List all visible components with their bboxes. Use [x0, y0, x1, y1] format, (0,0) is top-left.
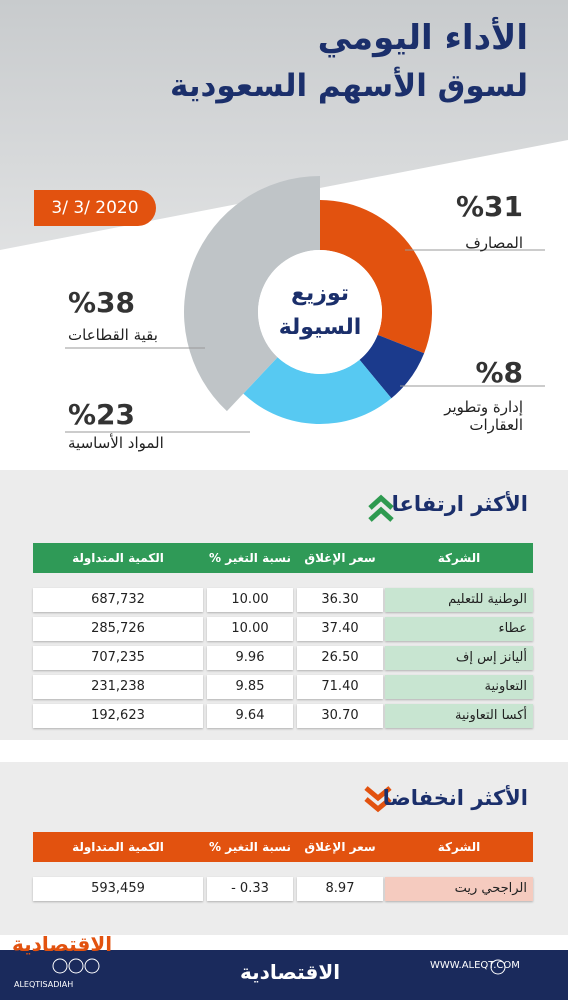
value-cell: 687,732 — [33, 588, 203, 612]
column-header: الكمية المتداولة — [72, 551, 164, 565]
footer-bar — [0, 950, 568, 1000]
value-cell: 30.70 — [297, 704, 383, 728]
donut-hole — [258, 250, 382, 374]
value-cell: 10.00 — [207, 588, 293, 612]
value-cell: 9.85 — [207, 675, 293, 699]
value-cell: 593,459 — [33, 877, 203, 901]
center-label: توزيع — [291, 281, 349, 306]
donut-slice — [359, 334, 425, 399]
value-cell: 26.50 — [297, 646, 383, 670]
value-cell: 8.97 — [297, 877, 383, 901]
down-icon — [364, 786, 392, 813]
web-icon — [490, 959, 506, 975]
logo: الاقتصادية — [12, 932, 113, 956]
value-cell: 36.30 — [297, 588, 383, 612]
value-label: %23 — [68, 398, 136, 431]
company-cell: الراجحي ريت — [385, 877, 533, 901]
social-icon — [68, 958, 84, 974]
value-label: %8 — [475, 356, 523, 389]
handle: ALEQTISADIAH — [14, 980, 74, 989]
donut-slice — [184, 176, 320, 412]
table-header — [33, 832, 533, 862]
table-header — [33, 543, 533, 573]
section-title: الأكثر ارتفاعا — [391, 492, 528, 516]
value-cell: 10.00 — [207, 617, 293, 641]
company-cell: أليانز إس إف — [385, 646, 533, 670]
value-cell: 231,238 — [33, 675, 203, 699]
company-cell: عطاء — [385, 617, 533, 641]
separator — [0, 935, 568, 950]
title: الأداء اليومي — [317, 18, 528, 58]
category-label: بقية القطاعات — [68, 326, 158, 344]
footer-logo: الاقتصادية — [240, 960, 341, 984]
column-header: نسبة التغير % — [209, 551, 291, 565]
section-title: الأكثر انخفاضا — [382, 786, 528, 810]
separator — [0, 740, 568, 762]
category-label: إدارة وتطوير العقارات — [444, 398, 523, 434]
donut-slice — [243, 357, 392, 425]
value-cell: 37.40 — [297, 617, 383, 641]
value-cell: 71.40 — [297, 675, 383, 699]
social-icon — [52, 958, 68, 974]
value-cell: 707,235 — [33, 646, 203, 670]
center-label: السيولة — [279, 315, 362, 340]
value-label: %38 — [68, 286, 136, 319]
column-header: الشركة — [437, 551, 481, 565]
date-badge: 3/ 3/ 2020 — [34, 190, 156, 226]
category-label: المصارف — [465, 234, 523, 252]
column-header: الشركة — [437, 840, 481, 854]
value-label: %31 — [455, 190, 523, 223]
value-cell: 9.64 — [207, 704, 293, 728]
column-header: سعر الإغلاق — [304, 551, 376, 565]
column-header: نسبة التغير % — [209, 840, 291, 854]
value-cell: - 0.33 — [207, 877, 293, 901]
donut-slice — [320, 200, 432, 354]
social-icon — [84, 958, 100, 974]
website: WWW.ALEQT.COM — [430, 960, 520, 971]
column-header: سعر الإغلاق — [304, 840, 376, 854]
value-cell: 9.96 — [207, 646, 293, 670]
company-cell: التعاونية — [385, 675, 533, 699]
subtitle: لسوق الأسهم السعودية — [170, 68, 528, 104]
value-cell: 285,726 — [33, 617, 203, 641]
up-icon — [368, 494, 394, 522]
company-cell: الوطنية للتعليم — [385, 588, 533, 612]
category-label: المواد الأساسية — [68, 434, 164, 452]
company-cell: أكسا التعاونية — [385, 704, 533, 728]
value-cell: 192,623 — [33, 704, 203, 728]
column-header: الكمية المتداولة — [72, 840, 164, 854]
